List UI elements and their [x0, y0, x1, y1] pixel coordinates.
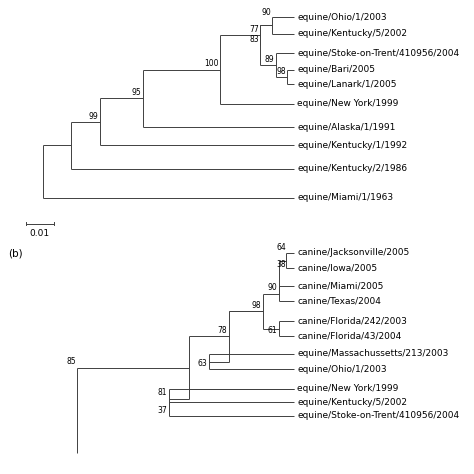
Text: equine/New York/1999: equine/New York/1999	[297, 100, 399, 109]
Text: equine/Bari/2005: equine/Bari/2005	[297, 65, 375, 74]
Text: 90: 90	[267, 283, 277, 292]
Text: 95: 95	[132, 88, 141, 97]
Text: canine/Florida/43/2004: canine/Florida/43/2004	[297, 332, 401, 341]
Text: equine/Ohio/1/2003: equine/Ohio/1/2003	[297, 13, 387, 22]
Text: 98: 98	[252, 301, 262, 310]
Text: 38: 38	[276, 260, 286, 269]
Text: equine/Stoke-on-Trent/410956/2004: equine/Stoke-on-Trent/410956/2004	[297, 411, 459, 420]
Text: equine/New York/1999: equine/New York/1999	[297, 384, 399, 393]
Text: equine/Kentucky/5/2002: equine/Kentucky/5/2002	[297, 398, 407, 407]
Text: canine/Iowa/2005: canine/Iowa/2005	[297, 264, 377, 273]
Text: canine/Florida/242/2003: canine/Florida/242/2003	[297, 316, 407, 325]
Text: 100: 100	[204, 59, 219, 68]
Text: 90: 90	[262, 9, 272, 18]
Text: 78: 78	[218, 326, 227, 335]
Text: (b): (b)	[9, 249, 23, 259]
Text: 83: 83	[249, 35, 259, 44]
Text: equine/Alaska/1/1991: equine/Alaska/1/1991	[297, 123, 396, 132]
Text: equine/Kentucky/1/1992: equine/Kentucky/1/1992	[297, 141, 408, 150]
Text: 99: 99	[89, 111, 99, 120]
Text: equine/Miami/1/1963: equine/Miami/1/1963	[297, 193, 393, 202]
Text: 0.01: 0.01	[30, 229, 50, 238]
Text: 85: 85	[66, 357, 76, 366]
Text: canine/Texas/2004: canine/Texas/2004	[297, 297, 381, 306]
Text: 89: 89	[265, 55, 274, 64]
Text: 64: 64	[276, 243, 286, 252]
Text: equine/Lanark/1/2005: equine/Lanark/1/2005	[297, 80, 397, 89]
Text: 37: 37	[157, 406, 167, 415]
Text: 77: 77	[249, 25, 259, 34]
Text: 63: 63	[198, 359, 207, 368]
Text: 98: 98	[276, 66, 286, 75]
Text: canine/Jacksonville/2005: canine/Jacksonville/2005	[297, 248, 410, 257]
Text: 61: 61	[268, 326, 277, 335]
Text: 81: 81	[158, 388, 167, 397]
Text: equine/Stoke-on-Trent/410956/2004: equine/Stoke-on-Trent/410956/2004	[297, 49, 459, 58]
Text: equine/Kentucky/2/1986: equine/Kentucky/2/1986	[297, 164, 408, 173]
Text: equine/Ohio/1/2003: equine/Ohio/1/2003	[297, 365, 387, 374]
Text: equine/Kentucky/5/2002: equine/Kentucky/5/2002	[297, 29, 407, 38]
Text: canine/Miami/2005: canine/Miami/2005	[297, 281, 384, 290]
Text: equine/Massachussetts/213/2003: equine/Massachussetts/213/2003	[297, 349, 449, 358]
